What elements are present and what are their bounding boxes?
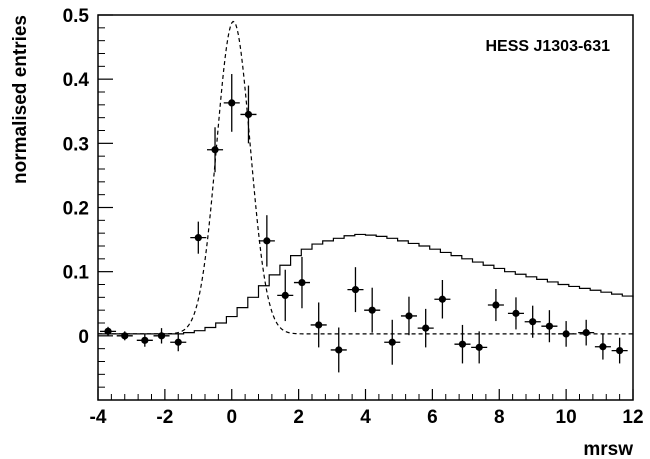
point-marker <box>616 346 624 355</box>
point-marker <box>351 286 360 294</box>
point-marker <box>281 291 289 300</box>
point-marker <box>211 146 219 154</box>
point-marker <box>194 234 202 242</box>
x-tick-label: 0 <box>226 407 237 428</box>
annotation: HESS J1303-631 <box>485 38 610 55</box>
data-point <box>454 324 471 364</box>
point-marker <box>298 278 306 287</box>
point-marker <box>438 295 447 303</box>
y-tick-label: 0.2 <box>63 199 89 220</box>
data-point <box>223 74 240 132</box>
point-marker <box>529 318 537 326</box>
data-point <box>507 297 524 330</box>
x-tick-label: 12 <box>622 407 643 428</box>
points-layer <box>100 74 628 373</box>
point-marker <box>422 324 430 332</box>
point-marker <box>263 237 271 245</box>
data-point <box>400 296 417 336</box>
x-tick-label: 6 <box>427 407 438 428</box>
x-axis-title: mrsw <box>583 439 633 459</box>
data-point <box>277 269 294 322</box>
fit-curve <box>98 20 633 335</box>
data-point <box>170 333 187 352</box>
point-marker <box>512 309 520 317</box>
data-point <box>611 337 628 364</box>
data-point <box>207 127 224 173</box>
data-point <box>417 308 434 348</box>
point-marker <box>492 301 500 309</box>
data-point <box>541 310 558 343</box>
x-tick-label: 8 <box>494 407 505 428</box>
x-tick-label: 4 <box>360 407 371 428</box>
point-marker <box>104 327 112 335</box>
point-marker <box>562 330 570 338</box>
point-marker <box>599 343 607 351</box>
point-marker <box>582 329 590 337</box>
data-point <box>434 280 451 319</box>
point-marker <box>475 343 483 351</box>
data-point <box>471 331 488 364</box>
histogram-layer <box>98 233 634 335</box>
labels-layer: -4 -2 0 2 4 6 8 10 12 0 0.1 0.2 0.3 0.4 0.5 <box>63 6 644 428</box>
y-axis-title: normalised entries <box>10 15 31 184</box>
data-point <box>594 333 611 360</box>
data-point <box>240 85 257 144</box>
x-tick-label: -4 <box>90 407 107 428</box>
point-marker <box>545 322 554 330</box>
data-point <box>487 288 504 322</box>
y-tick-label: 0.1 <box>63 263 90 284</box>
data-point <box>578 319 595 346</box>
data-point <box>293 256 310 309</box>
data-point <box>364 287 381 333</box>
y-tick-label: 0.3 <box>63 134 89 155</box>
histogram-line <box>98 233 634 335</box>
x-tick-label: 10 <box>556 407 577 428</box>
point-marker <box>228 99 236 107</box>
point-marker <box>157 332 166 340</box>
point-marker <box>174 338 182 346</box>
point-marker <box>368 306 376 314</box>
data-point <box>384 319 401 365</box>
data-point <box>558 321 575 347</box>
data-point <box>116 331 133 341</box>
y-tick-label: 0.4 <box>63 70 90 91</box>
point-marker <box>335 346 343 354</box>
data-point <box>347 267 364 313</box>
data-point <box>190 221 207 254</box>
point-marker <box>244 110 253 119</box>
y-tick-label: 0.5 <box>63 6 90 27</box>
curve-layer <box>98 20 633 335</box>
data-point <box>100 326 117 336</box>
point-marker <box>405 312 413 320</box>
data-point <box>136 333 153 347</box>
x-tick-label: -2 <box>156 407 173 428</box>
data-point <box>153 328 170 344</box>
data-point <box>330 327 347 373</box>
x-tick-label: 2 <box>293 407 304 428</box>
point-marker <box>458 340 467 348</box>
point-marker <box>315 321 323 329</box>
point-marker <box>141 336 149 344</box>
ticks-layer <box>97 14 634 400</box>
point-marker <box>388 338 396 346</box>
data-point <box>258 215 275 267</box>
data-point <box>310 302 327 348</box>
data-point <box>524 305 541 338</box>
y-tick-label: 0 <box>78 327 89 348</box>
point-marker <box>121 332 129 340</box>
